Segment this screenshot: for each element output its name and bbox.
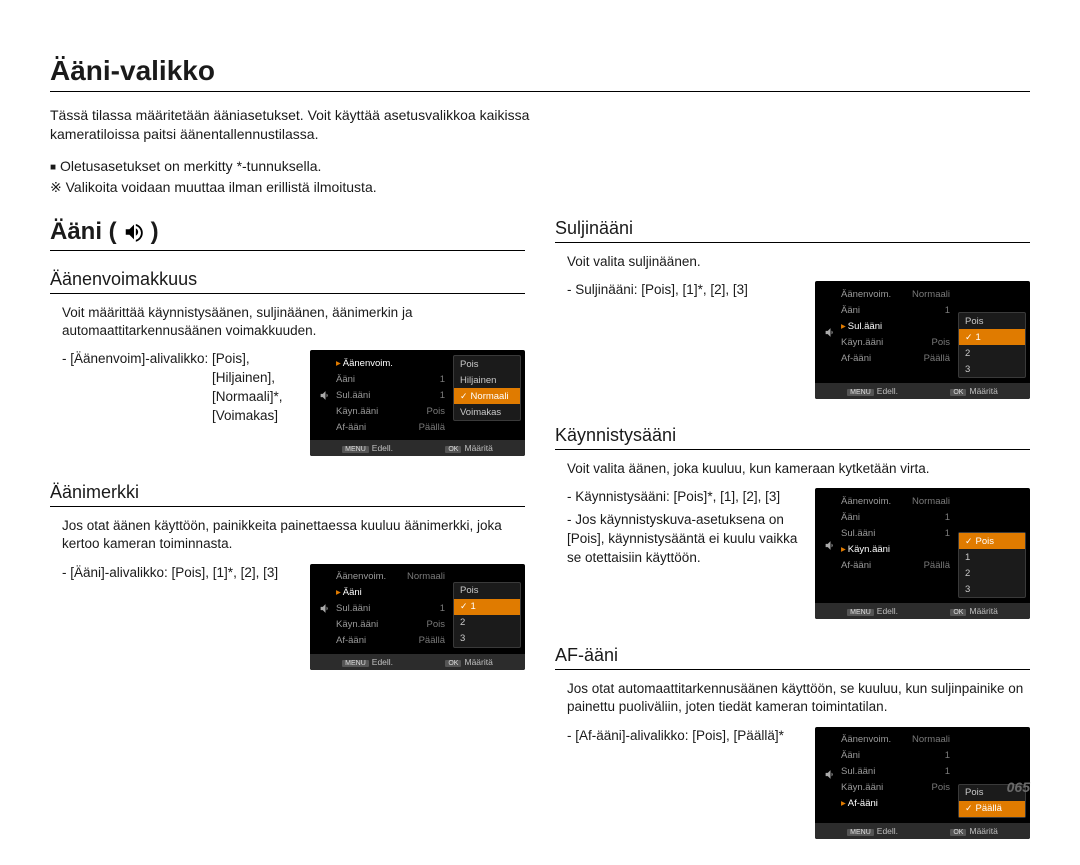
sub-title-beep: Äänimerkki	[50, 482, 525, 507]
menu-beep: Äänenvoim.Normaali▸ÄäniSul.ääni1Käyn.ään…	[310, 564, 525, 670]
block-volume: Äänenvoimakkuus Voit määrittää käynnisty…	[50, 269, 525, 456]
block-beep: Äänimerkki Jos otat äänen käyttöön, pain…	[50, 482, 525, 669]
menu-af: Äänenvoim.NormaaliÄäni1Sul.ääni1Käyn.ään…	[815, 727, 1030, 839]
sub-body-af: Jos otat automaattitarkennusäänen käyttö…	[555, 680, 1030, 716]
sub-body-beep: Jos otat äänen käyttöön, painikkeita pai…	[50, 517, 525, 553]
page-number: 065	[1007, 779, 1030, 795]
sub-body-start: Voit valita äänen, joka kuuluu, kun kame…	[555, 460, 1030, 478]
intro-text: Tässä tilassa määritetään ääniasetukset.…	[50, 106, 530, 144]
setting-text-volume: - [Äänenvoim]-alivalikko: [Pois], [Hilja…	[50, 350, 300, 426]
block-af: AF-ääni Jos otat automaattitarkennusääne…	[555, 645, 1030, 838]
sub-title-volume: Äänenvoimakkuus	[50, 269, 525, 294]
sub-body-volume: Voit määrittää käynnistysäänen, suljinää…	[50, 304, 525, 340]
vol-l3: [Voimakas]	[62, 407, 278, 426]
vol-l0: - [Äänenvoim]-alivalikko: [Pois],	[62, 351, 250, 366]
setting-text-shutter: - Suljinääni: [Pois], [1]*, [2], [3]	[555, 281, 805, 300]
start-line2: - Jos käynnistyskuva-asetuksena on [Pois…	[567, 511, 805, 568]
right-column: Suljinääni Voit valita suljinäänen. - Su…	[555, 218, 1030, 865]
left-column: Ääni ( ) Äänenvoimakkuus Voit määrittää …	[50, 218, 525, 865]
setting-text-af: - [Af-ääni]-alivalikko: [Pois], [Päällä]…	[555, 727, 805, 746]
block-shutter: Suljinääni Voit valita suljinäänen. - Su…	[555, 218, 1030, 399]
note-2: Valikoita voidaan muuttaa ilman erillist…	[66, 179, 377, 195]
sub-title-start: Käynnistysääni	[555, 425, 1030, 450]
sub-title-shutter: Suljinääni	[555, 218, 1030, 243]
setting-text-start: - Käynnistysääni: [Pois]*, [1], [2], [3]…	[555, 488, 805, 568]
sub-title-af: AF-ääni	[555, 645, 1030, 670]
vol-l1: [Hiljainen],	[62, 369, 275, 388]
vol-l2: [Normaali]*,	[62, 388, 283, 407]
page-title: Ääni-valikko	[50, 55, 1030, 92]
menu-volume: ▸Äänenvoim.Ääni1Sul.ääni1Käyn.ääniPoisAf…	[310, 350, 525, 456]
menu-shutter: Äänenvoim.NormaaliÄäni1▸Sul.ääniKäyn.ään…	[815, 281, 1030, 399]
start-line1: - Käynnistysääni: [Pois]*, [1], [2], [3]	[567, 488, 805, 507]
block-start: Käynnistysääni Voit valita äänen, joka k…	[555, 425, 1030, 619]
section-heading-close: )	[151, 218, 159, 246]
section-heading-text: Ääni (	[50, 218, 117, 246]
sub-body-shutter: Voit valita suljinäänen.	[555, 253, 1030, 271]
setting-text-beep: - [Ääni]-alivalikko: [Pois], [1]*, [2], …	[50, 564, 300, 583]
section-heading: Ääni ( )	[50, 218, 525, 251]
bullet-star: ※	[50, 179, 62, 195]
bullet-square: ■	[50, 162, 56, 173]
note-1: Oletusasetukset on merkitty *-tunnuksell…	[60, 158, 321, 174]
menu-start: Äänenvoim.NormaaliÄäni1Sul.ääni1▸Käyn.ää…	[815, 488, 1030, 619]
notes: ■ Oletusasetukset on merkitty *-tunnukse…	[50, 156, 530, 198]
speaker-icon	[123, 221, 145, 243]
